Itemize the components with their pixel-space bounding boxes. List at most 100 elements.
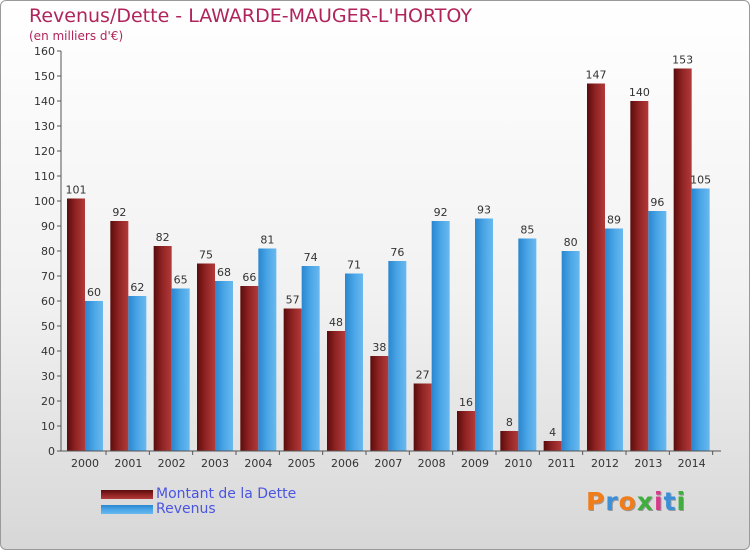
logo-letter: r xyxy=(605,487,619,516)
bar-revenus xyxy=(691,188,710,451)
x-tick-label: 2011 xyxy=(548,457,576,470)
bar-debt xyxy=(197,263,215,451)
x-tick-label: 2004 xyxy=(244,457,272,470)
x-tick-label: 2012 xyxy=(591,457,619,470)
data-label-revenus: 74 xyxy=(304,251,318,264)
x-tick-label: 2005 xyxy=(288,457,316,470)
y-tick-label: 130 xyxy=(34,120,55,133)
x-tick-label: 2003 xyxy=(201,457,229,470)
data-label-debt: 48 xyxy=(329,316,343,329)
x-tick-label: 2006 xyxy=(331,457,359,470)
bar-debt xyxy=(283,308,302,451)
data-label-debt: 153 xyxy=(672,54,693,67)
logo-letter: i xyxy=(654,487,664,516)
x-tick-label: 2008 xyxy=(418,457,446,470)
data-label-debt: 92 xyxy=(112,206,126,219)
logo-letter: P xyxy=(586,487,606,516)
x-tick-label: 2013 xyxy=(634,457,662,470)
bar-revenus xyxy=(258,248,277,451)
x-tick-label: 2009 xyxy=(461,457,489,470)
bar-debt xyxy=(543,441,562,451)
data-label-revenus: 76 xyxy=(390,246,404,259)
data-label-revenus: 71 xyxy=(347,259,361,272)
y-tick-label: 80 xyxy=(41,245,55,258)
y-tick-label: 20 xyxy=(41,395,55,408)
data-label-revenus: 81 xyxy=(260,234,274,247)
bar-debt xyxy=(587,83,605,451)
data-label-revenus: 105 xyxy=(690,174,711,187)
data-label-debt: 82 xyxy=(156,231,170,244)
bar-revenus xyxy=(431,221,450,451)
data-label-debt: 38 xyxy=(372,341,386,354)
bar-revenus xyxy=(85,301,103,451)
y-tick-label: 70 xyxy=(41,270,55,283)
data-label-revenus: 62 xyxy=(130,281,144,294)
data-label-revenus: 60 xyxy=(87,286,101,299)
bar-revenus xyxy=(518,238,537,451)
y-tick-label: 100 xyxy=(34,195,55,208)
data-label-debt: 27 xyxy=(416,369,430,382)
x-tick-label: 2010 xyxy=(504,457,532,470)
logo-letter: x xyxy=(636,487,654,516)
bar-debt xyxy=(500,431,519,451)
data-label-debt: 8 xyxy=(506,416,513,429)
x-tick-label: 2014 xyxy=(678,457,706,470)
data-label-revenus: 89 xyxy=(607,214,621,227)
x-tick-label: 2002 xyxy=(158,457,186,470)
legend-swatch-revenus xyxy=(101,505,153,514)
data-label-debt: 66 xyxy=(242,271,256,284)
bar-revenus xyxy=(171,288,190,451)
bar-revenus xyxy=(388,261,407,451)
y-tick-label: 140 xyxy=(34,95,55,108)
x-tick-label: 2007 xyxy=(374,457,402,470)
chart-subtitle: (en milliers d'€) xyxy=(29,29,124,43)
data-label-debt: 57 xyxy=(286,294,300,307)
x-tick-label: 2000 xyxy=(71,457,99,470)
bar-revenus xyxy=(215,281,233,451)
data-label-revenus: 92 xyxy=(434,206,448,219)
data-label-revenus: 68 xyxy=(217,266,231,279)
y-tick-label: 120 xyxy=(34,145,55,158)
legend-label-debt: Montant de la Dette xyxy=(156,486,297,502)
data-label-revenus: 85 xyxy=(520,224,534,237)
data-label-debt: 101 xyxy=(66,184,87,197)
bar-revenus xyxy=(648,211,667,451)
bar-debt xyxy=(327,331,345,451)
data-label-debt: 147 xyxy=(586,69,607,82)
legend-swatch-debt xyxy=(101,490,153,499)
chart-title: Revenus/Dette - LAWARDE-MAUGER-L'HORTOY xyxy=(29,5,472,27)
y-tick-label: 0 xyxy=(48,445,55,458)
bar-revenus xyxy=(128,296,147,451)
bar-revenus xyxy=(301,266,320,451)
logo-letter: o xyxy=(618,487,637,516)
y-tick-label: 10 xyxy=(41,420,55,433)
bar-debt xyxy=(110,221,129,451)
bar-debt xyxy=(67,198,85,451)
y-tick-label: 110 xyxy=(34,170,55,183)
data-label-revenus: 96 xyxy=(650,196,664,209)
y-tick-label: 50 xyxy=(41,320,55,333)
bar-debt xyxy=(153,246,172,451)
data-label-debt: 16 xyxy=(459,396,473,409)
y-tick-label: 160 xyxy=(34,45,55,58)
logo-letter: t xyxy=(663,487,677,516)
y-tick-label: 30 xyxy=(41,370,55,383)
bar-debt xyxy=(630,101,649,451)
data-label-debt: 140 xyxy=(629,86,650,99)
logo-letter: i xyxy=(676,487,687,516)
y-tick-label: 40 xyxy=(41,345,55,358)
data-label-debt: 4 xyxy=(549,426,556,439)
legend-label-revenus: Revenus xyxy=(156,501,216,517)
bar-debt xyxy=(370,356,389,451)
proxiti-logo: Proxiti xyxy=(586,487,686,516)
data-label-revenus: 65 xyxy=(174,274,188,287)
bar-debt xyxy=(240,286,259,451)
bar-revenus xyxy=(475,218,493,451)
data-label-revenus: 93 xyxy=(477,204,491,217)
y-tick-label: 60 xyxy=(41,295,55,308)
bar-debt xyxy=(673,68,692,451)
data-label-debt: 75 xyxy=(199,249,213,262)
bar-revenus xyxy=(561,251,580,451)
